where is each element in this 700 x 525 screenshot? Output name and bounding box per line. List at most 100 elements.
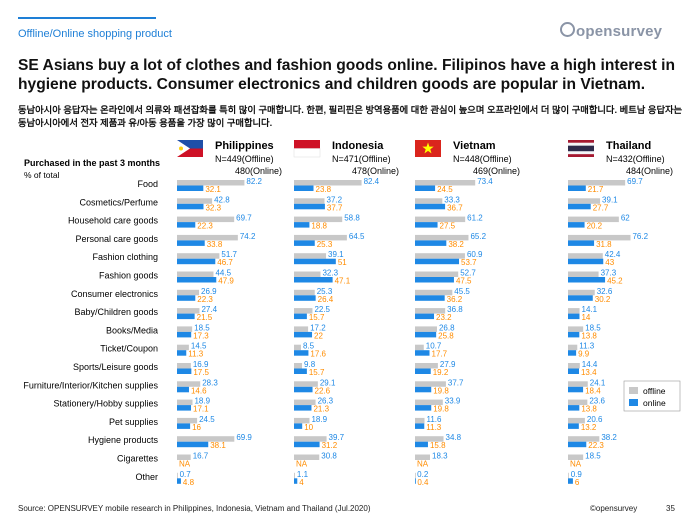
- bar-online: [568, 258, 604, 265]
- bar-online: [177, 222, 196, 228]
- panel-n-online: 480(Online): [235, 166, 282, 176]
- value-label-offline: 18.9: [194, 397, 210, 406]
- bar-online: [415, 240, 447, 246]
- bar-online: [415, 185, 436, 191]
- value-label-online: 6: [575, 478, 580, 487]
- bar-online: [568, 295, 593, 301]
- value-label-online: 22.6: [315, 386, 331, 395]
- bar-offline: [415, 198, 443, 204]
- value-label-offline: 34.8: [446, 433, 462, 442]
- value-label-online: 38.1: [210, 441, 226, 450]
- bar-offline: [568, 417, 585, 424]
- value-label-online: 13.2: [581, 423, 597, 432]
- value-label-offline: 14.4: [582, 360, 598, 369]
- value-label-offline: 44.5: [215, 269, 231, 278]
- bar-online: [415, 368, 431, 374]
- bar-online: [177, 405, 192, 411]
- bar-online: [415, 313, 435, 320]
- page-number: 35: [666, 504, 675, 513]
- bar-offline: [415, 289, 453, 296]
- value-label-online: 15.8: [430, 441, 446, 450]
- topic-underline: [18, 17, 156, 19]
- value-label-online: 22.3: [588, 441, 604, 450]
- flag-ph-blue: [177, 140, 203, 149]
- bar-offline: [177, 180, 245, 186]
- bar-offline: [177, 363, 191, 369]
- bar-online: [415, 405, 432, 411]
- bar-online: [415, 478, 416, 484]
- category-label: Fashion clothing: [92, 252, 158, 262]
- value-label-online: 13.8: [581, 405, 597, 414]
- value-label-offline: 26.8: [439, 323, 455, 332]
- panel-n-offline: N=448(Offline): [453, 154, 512, 164]
- value-label-online: 22: [314, 331, 323, 340]
- value-label-online: 19.8: [433, 386, 449, 395]
- value-label-offline: 18.5: [194, 323, 210, 332]
- flag-ph-sun: [179, 146, 183, 151]
- flag-th-stripe: [568, 151, 594, 155]
- value-label-online: 11.3: [188, 350, 204, 359]
- value-label-offline: 39.1: [602, 195, 618, 204]
- bar-online: [415, 222, 438, 228]
- value-label-offline: 26.9: [201, 287, 217, 296]
- bar-offline: [568, 180, 626, 186]
- value-label-offline: 16.9: [193, 360, 209, 369]
- bar-offline: [415, 399, 443, 406]
- bar-offline: [415, 417, 425, 424]
- bar-offline: [294, 417, 310, 424]
- bar-online: [177, 350, 187, 356]
- logo-icon: [560, 22, 575, 37]
- value-label-offline: 69.7: [627, 177, 643, 186]
- legend-swatch-online: [629, 399, 638, 406]
- value-label-offline: 64.5: [349, 232, 365, 241]
- bar-online: [568, 350, 577, 356]
- bar-offline: [177, 216, 235, 223]
- bar-offline: [294, 326, 309, 332]
- bar-offline: [294, 234, 347, 241]
- value-label-offline: 39.1: [328, 250, 344, 259]
- flag-th-stripe: [568, 142, 594, 146]
- bar-offline: [568, 381, 588, 387]
- bar-offline: [415, 216, 466, 223]
- bar-offline: [568, 271, 599, 277]
- value-label-online: 38.2: [448, 240, 464, 249]
- value-label-online: 31.2: [322, 441, 338, 450]
- bar-offline: [294, 198, 325, 204]
- value-label-offline: 11.6: [427, 415, 443, 424]
- bar-offline: [177, 253, 220, 259]
- bar-offline: [177, 472, 178, 479]
- bar-online: [294, 295, 316, 301]
- bar-online: [177, 240, 205, 246]
- bar-online: [177, 295, 196, 301]
- value-label-offline: 24.5: [199, 415, 215, 424]
- value-label-online: 17.7: [432, 350, 448, 359]
- value-label-offline: 0.9: [571, 470, 583, 479]
- value-label-online: 4.8: [183, 478, 195, 487]
- value-label-online: 13.4: [581, 368, 597, 377]
- value-label-online: 9.9: [578, 350, 590, 359]
- value-label-offline: 18.5: [585, 323, 601, 332]
- value-label-online: 4: [299, 478, 304, 487]
- bar-offline: [294, 289, 315, 296]
- bar-online: [294, 423, 303, 429]
- value-label-online: 17.1: [193, 405, 209, 414]
- bar-online: [294, 258, 336, 265]
- bar-offline: [415, 180, 476, 186]
- value-label-offline: 65.2: [470, 232, 486, 241]
- bar-online: [177, 185, 204, 191]
- bar-online: [294, 386, 313, 393]
- bar-offline: [177, 436, 235, 442]
- bar-online: [177, 478, 181, 484]
- category-label: Furniture/Interior/Kitchen supplies: [23, 380, 158, 390]
- value-label-offline: 26.3: [318, 397, 334, 406]
- bar-offline: [415, 472, 416, 479]
- value-label-online: 31.8: [596, 240, 612, 249]
- value-label-online: 21.7: [588, 185, 604, 194]
- value-label-online: 20.2: [587, 222, 603, 231]
- value-label-offline: 20.6: [587, 415, 603, 424]
- bar-offline: [294, 344, 301, 351]
- value-label-offline: 82.4: [364, 177, 380, 186]
- value-label-offline: 76.2: [632, 232, 648, 241]
- bar-online: [568, 185, 586, 191]
- value-label-online: NA: [296, 460, 308, 469]
